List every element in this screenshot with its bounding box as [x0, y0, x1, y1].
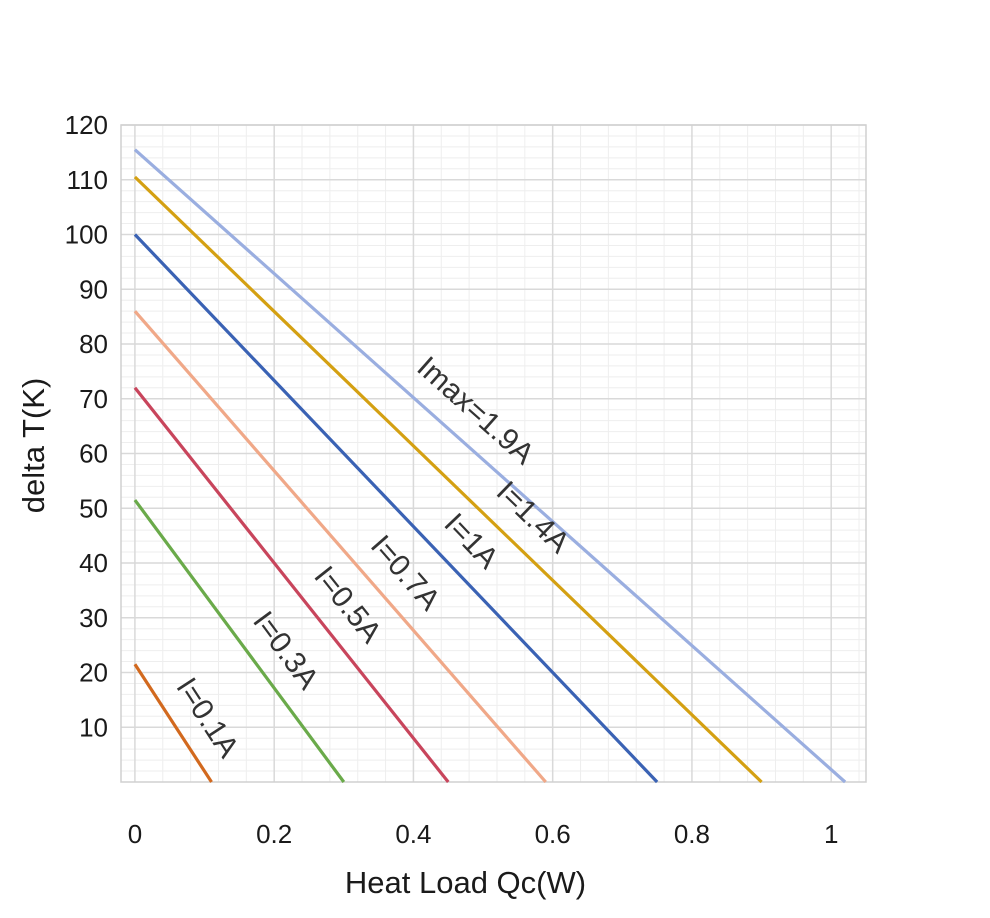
x-tick-label: 1: [824, 819, 838, 849]
series-line: [133, 499, 346, 783]
series-label: I=0.1A: [170, 672, 245, 763]
x-tick-label: 0.8: [674, 819, 710, 849]
y-tick-label: 20: [79, 658, 108, 688]
y-tick-label: 90: [79, 274, 108, 304]
x-tick-label: 0.2: [256, 819, 292, 849]
x-tick-label: 0.4: [395, 819, 431, 849]
y-tick-label: 60: [79, 439, 108, 469]
y-tick-label: 80: [79, 329, 108, 359]
x-tick-label: 0.6: [535, 819, 571, 849]
series-label: I=1.4A: [490, 475, 576, 560]
y-tick-label: 50: [79, 493, 108, 523]
series-line: [133, 233, 659, 784]
series-line: [133, 386, 450, 783]
y-tick-label: 70: [79, 384, 108, 414]
series-line: [133, 148, 847, 784]
x-axis-title: Heat Load Qc(W): [345, 865, 586, 900]
plot-frame: [120, 124, 867, 783]
y-tick-label: 30: [79, 603, 108, 633]
series-line: [133, 663, 213, 783]
x-tick-label: 0: [128, 819, 142, 849]
y-axis-title: delta T(K): [16, 378, 51, 514]
series-line: [133, 175, 763, 784]
y-tick-label: 100: [65, 220, 108, 250]
series-label: I=0.7A: [364, 529, 446, 617]
series-line: [133, 310, 547, 784]
y-tick-label: 10: [79, 712, 108, 742]
y-axis-ticks: 10 20 30 40 50 60 70 80 90 100 110 120: [65, 110, 108, 742]
series-labels: I=0.1AI=0.3AI=0.5AI=0.7AI=1AI=1.4AImax=1…: [170, 350, 576, 763]
series-lines: [133, 148, 847, 784]
y-tick-label: 40: [79, 548, 108, 578]
x-axis-ticks: 0 0.2 0.4 0.6 0.8 1: [128, 819, 839, 849]
y-tick-label: 120: [65, 110, 108, 140]
y-tick-label: 110: [67, 165, 108, 195]
